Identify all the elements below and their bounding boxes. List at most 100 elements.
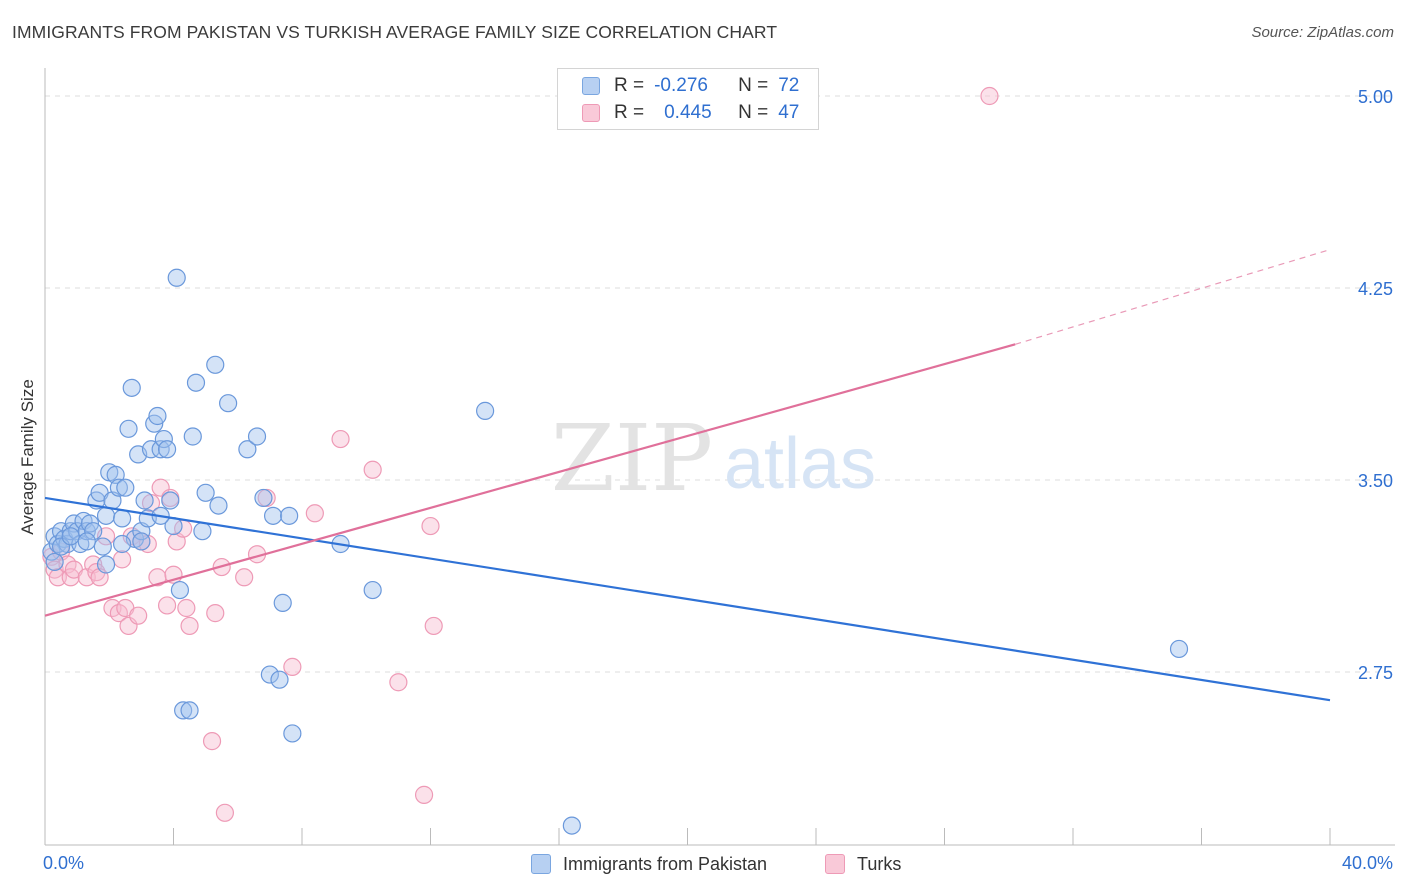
pakistan-point (247, 427, 267, 446)
turks-trend-extension (1015, 249, 1331, 345)
pakistan-point (206, 355, 225, 374)
pakistan-n-value: 72 (778, 75, 800, 96)
pakistan-point (270, 670, 289, 689)
pakistan-point (96, 555, 116, 574)
pakistan-point (238, 440, 257, 459)
pakistan-point (476, 401, 495, 420)
turks-n-value: 47 (778, 102, 800, 123)
pakistan-point (141, 440, 161, 459)
source-label: Source: ZipAtlas.com (1251, 24, 1394, 41)
turks-r-value: 0.445 (664, 102, 712, 123)
pakistan-point (263, 506, 283, 525)
turks-point (206, 604, 225, 623)
n-label: N = (738, 75, 769, 96)
turks-point (305, 504, 324, 523)
pakistan-point (283, 724, 302, 743)
pakistan-point (116, 478, 135, 497)
legend-row-turks: R = 0.445 N = 47 (582, 100, 799, 126)
pakistan-point (154, 429, 173, 449)
turks-point (980, 86, 999, 106)
turks-point (424, 616, 443, 636)
pakistan-points (42, 268, 1189, 835)
turks-point (48, 568, 67, 587)
turks-point (331, 429, 350, 449)
pakistan-point (174, 701, 193, 720)
pakistan-point (193, 522, 212, 541)
pakistan-point (157, 440, 177, 459)
x-tick-label-min: 0.0% (43, 853, 84, 873)
correlation-legend: R = -0.276 N = 72 R = 0.445 N = 47 (557, 68, 819, 130)
turks-point (177, 598, 196, 618)
turks-point (421, 516, 440, 536)
pakistan-point (167, 268, 186, 287)
pakistan-point (84, 522, 103, 541)
pakistan-point (132, 532, 151, 551)
pakistan-trend-line (44, 496, 1331, 702)
pakistan-point (61, 527, 80, 546)
pakistan-point (260, 665, 279, 684)
x-tick-label-max: 40.0% (1342, 853, 1393, 873)
turks-legend-swatch (825, 854, 845, 874)
chart-title: IMMIGRANTS FROM PAKISTAN VS TURKISH AVER… (12, 22, 778, 42)
pakistan-point (183, 427, 202, 446)
turks-point (122, 527, 141, 546)
r-label: R = (614, 102, 645, 123)
y-axis-label: Average Family Size (18, 379, 37, 535)
y-tick-label: 2.75 (1358, 663, 1393, 683)
watermark: ZIP atlas (551, 405, 876, 512)
y-tick-label: 4.25 (1358, 279, 1393, 299)
pakistan-point (96, 506, 116, 525)
pakistan-point (180, 701, 199, 720)
pakistan-point (186, 373, 206, 392)
turks-point (389, 673, 408, 692)
turks-point (180, 616, 199, 636)
pakistan-point (562, 816, 581, 835)
pakistan-point (122, 378, 141, 397)
pakistan-point (45, 552, 64, 572)
pakistan-point (93, 537, 112, 556)
pakistan-point (196, 483, 215, 502)
pakistan-legend-label: Immigrants from Pakistan (563, 853, 768, 874)
y-tick-label: 5.00 (1358, 87, 1393, 107)
watermark-zip: ZIP (551, 405, 713, 512)
turks-point (87, 563, 106, 582)
y-tick-label: 3.50 (1358, 471, 1393, 491)
pakistan-point (254, 488, 273, 508)
turks-swatch (582, 104, 600, 122)
pakistan-point (148, 406, 167, 426)
pakistan-point (77, 532, 96, 551)
pakistan-point (161, 491, 180, 510)
turks-point (414, 785, 434, 804)
pakistan-point (112, 534, 132, 554)
turks-point (235, 568, 254, 587)
pakistan-swatch (582, 77, 600, 95)
watermark-atlas: atlas (724, 424, 876, 504)
turks-point (157, 596, 177, 615)
legend-item-turks: Turks (825, 852, 901, 876)
turks-point (112, 550, 132, 569)
pakistan-point (112, 509, 132, 528)
pakistan-point (109, 478, 128, 497)
pakistan-point (1169, 639, 1189, 659)
turks-point (283, 657, 302, 676)
pakistan-point (363, 580, 382, 600)
turks-point (363, 460, 382, 479)
pakistan-legend-swatch (531, 854, 551, 874)
legend-item-pakistan: Immigrants from Pakistan (531, 852, 767, 876)
pakistan-point (209, 496, 228, 515)
turks-point (129, 606, 148, 625)
pakistan-point (135, 491, 154, 510)
pakistan-point (280, 506, 299, 525)
r-label: R = (614, 75, 645, 96)
turks-trend-line (44, 343, 1016, 617)
pakistan-r-value: -0.276 (654, 75, 708, 96)
turks-point (215, 803, 234, 822)
gridlines (45, 95, 1395, 673)
turks-points (42, 86, 999, 822)
trend-lines (44, 249, 1331, 702)
pakistan-point (219, 394, 238, 413)
pakistan-point (151, 440, 170, 459)
pakistan-point (273, 593, 292, 612)
pakistan-point (170, 580, 190, 600)
